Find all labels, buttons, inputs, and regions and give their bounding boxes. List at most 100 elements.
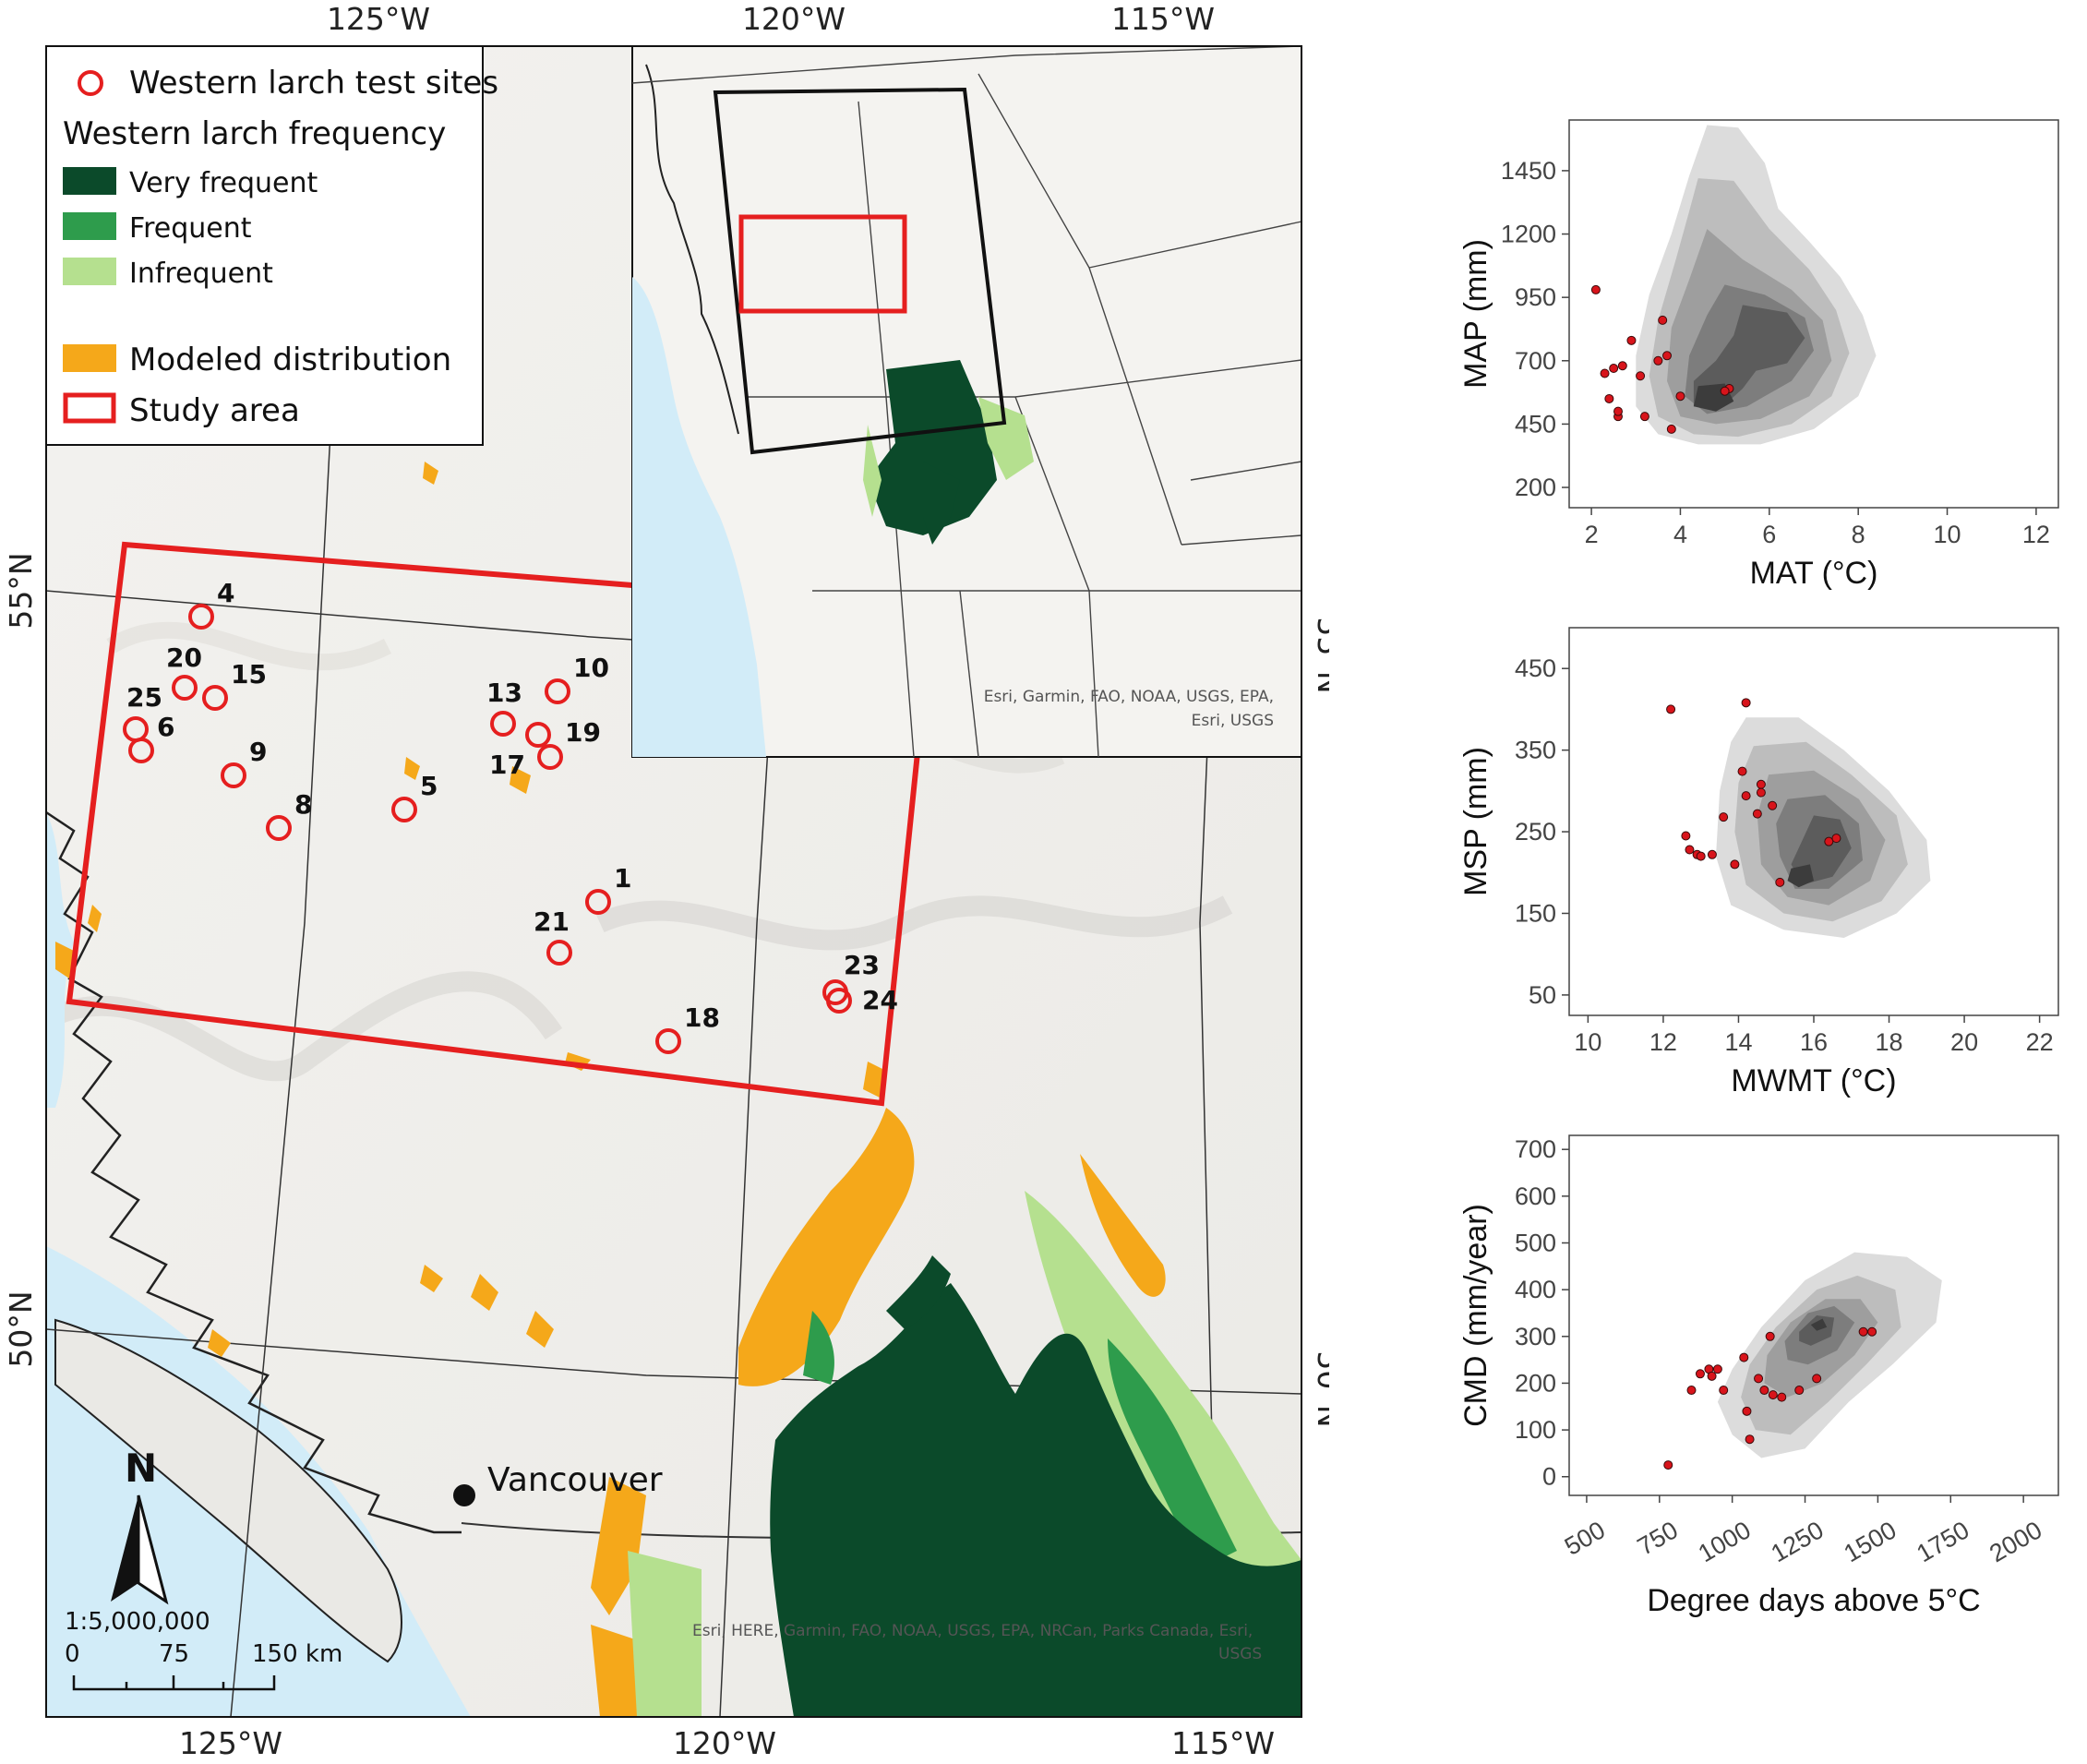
bottom-lon-115: 115°W [1171,1725,1275,1761]
test-site-label-18: 18 [684,1002,720,1033]
x-tick-label: 500 [1560,1516,1610,1561]
legend-infrequent: Infrequent [129,258,273,290]
scale-tick-150: 150 km [252,1640,342,1668]
site-point [1666,704,1676,714]
scale-tick-0: 0 [65,1640,80,1668]
test-site-marker-1 [585,889,611,915]
test-site-marker-10 [545,678,570,704]
site-point [1675,391,1685,402]
map-attribution-line1: Esri, HERE, Garmin, FAO, NOAA, USGS, EPA… [692,1622,1253,1640]
test-site-marker-15 [202,685,228,711]
scale-tick-75: 75 [159,1640,189,1668]
legend-swatch-frequent [63,212,116,240]
site-point [1812,1374,1822,1384]
site-point [1730,859,1740,870]
test-site-label-13: 13 [486,678,522,708]
site-point [1742,1406,1752,1416]
larch-very-frequent [770,1255,1301,1717]
x-tick-label: 22 [2026,1028,2054,1056]
x-tick-label: 16 [1800,1028,1828,1056]
site-point [1658,315,1668,325]
site-point [1639,412,1649,422]
y-tick-label: 700 [1515,1135,1556,1163]
vancouver-label: Vancouver [487,1461,663,1499]
larch-frequent [803,1311,1237,1569]
density-level-6 [1810,1318,1828,1331]
site-point [1745,1434,1755,1445]
y-axis-title: MAP (mm) [1458,239,1493,389]
y-tick-label: 250 [1515,818,1556,846]
test-site-layer: 1 4 5 6 89 10 13 15 17 18 19 20 21 23 24 25 [123,578,898,1054]
site-point [1741,698,1751,708]
x-tick-label: 1250 [1767,1516,1829,1567]
y-tick-label: 150 [1515,899,1556,927]
top-lon-125: 125°W [327,1,430,37]
site-point [1867,1326,1877,1337]
site-point [1719,1386,1729,1396]
map-attribution-line2: USGS [1218,1645,1262,1663]
test-site-label-5: 5 [420,771,438,801]
chart-mwmt-msp: 10 12 14 16 18 20 22 50 150 250 350 450 MWMT (°C) MSP… [1458,627,2059,1098]
x-tick-label: 8 [1852,521,1865,548]
inset-attribution-line1: Esri, Garmin, FAO, NOAA, USGS, EPA, [984,688,1274,706]
site-point [1663,1460,1673,1470]
legend-swatch-study-area [63,392,116,424]
x-tick-label: 2000 [1985,1516,2046,1567]
site-point [1739,1352,1749,1362]
y-tick-label: 50 [1529,981,1556,1009]
x-axis-title: MAT (°C) [1750,556,1878,591]
y-tick-label: 450 [1515,410,1556,438]
y-tick-label: 1200 [1501,221,1556,248]
site-point [1681,831,1691,841]
x-tick-label: 1750 [1912,1516,1973,1567]
site-point [1653,355,1663,366]
left-lat-55: 55°N [3,552,39,629]
test-site-marker-17 [537,744,563,770]
y-axis-title: CMD (mm/year) [1458,1204,1493,1427]
site-point [1768,800,1778,810]
site-point [1696,851,1706,861]
density-level-6 [1787,864,1814,888]
chart-dd5-cmd: 500 750 1000 1250 1500 1750 2000 0 100 200 300 400 5… [1458,1134,2059,1618]
test-site-marker-4 [188,604,214,630]
test-site-marker-25 [123,716,149,742]
legend-swatch-very-frequent [63,167,116,195]
site-point [1759,1386,1769,1396]
y-tick-label: 350 [1515,737,1556,764]
x-tick-label: 10 [1574,1028,1601,1056]
scale-bar: 1:5,000,000 0 75 150 km [65,1608,342,1691]
test-site-label-25: 25 [126,682,162,713]
y-tick-label: 300 [1515,1323,1556,1350]
site-point [1613,406,1623,416]
site-point [1695,1369,1705,1379]
x-tick-label: 18 [1876,1028,1903,1056]
y-tick-label: 950 [1515,283,1556,311]
x-tick-label: 12 [1649,1028,1677,1056]
site-point [1707,1371,1717,1381]
legend-box [45,45,484,446]
test-site-label-17: 17 [489,750,525,780]
test-site-marker-8 [266,815,292,841]
test-site-marker-5 [391,797,417,822]
x-tick-label: 750 [1633,1516,1683,1561]
map-frame [45,45,1302,1718]
site-point [1604,393,1614,403]
top-lon-115: 115°W [1111,1,1215,37]
x-axis-title: Degree days above 5°C [1647,1583,1980,1618]
site-point [1600,368,1610,378]
y-tick-label: 0 [1542,1463,1556,1491]
legend-site-symbol [78,70,103,96]
y-axis-title: MSP (mm) [1458,747,1493,896]
site-point [1794,1386,1805,1396]
site-point [1609,364,1619,374]
chart-mat-map: 2 4 6 8 10 12 200 450 700 950 1200 1450 MAT (°C) MAP … [1458,119,2059,591]
legend-frequent: Frequent [129,212,252,245]
site-point [1685,845,1695,855]
x-tick-label: 20 [1950,1028,1978,1056]
x-tick-label: 4 [1673,521,1687,548]
legend-sites-label: Western larch test sites [129,65,498,102]
legend-frequency-title: Western larch frequency [63,115,446,152]
test-site-label-24: 24 [862,985,898,1015]
legend-swatch-infrequent [63,258,116,285]
test-site-label-23: 23 [844,950,880,980]
